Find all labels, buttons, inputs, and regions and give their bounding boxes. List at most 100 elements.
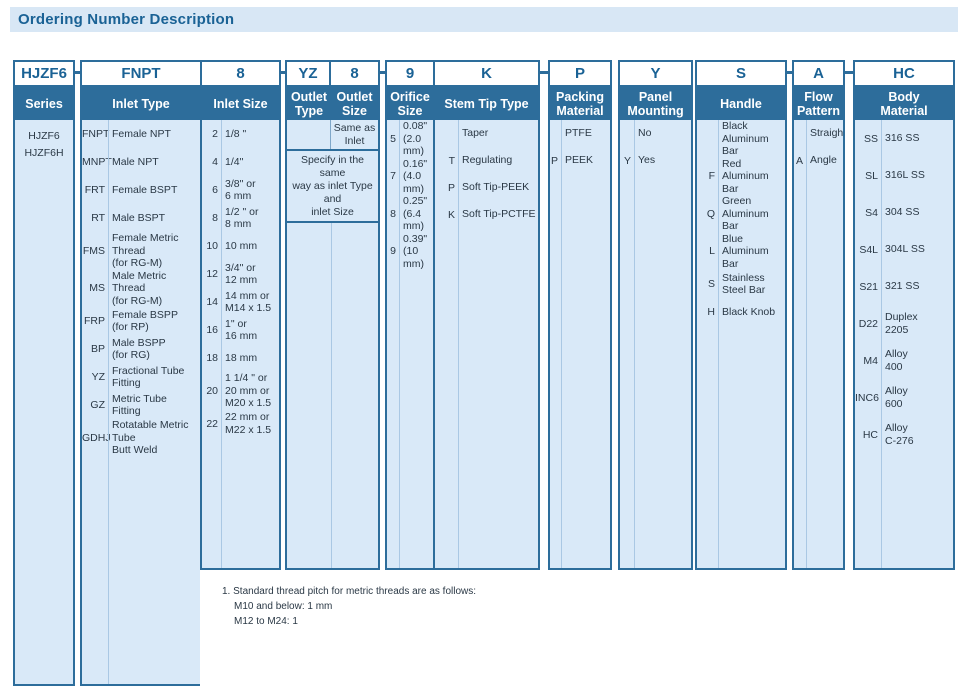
outlet-code-boxes: YZ 8 bbox=[287, 62, 378, 87]
option-code: L bbox=[709, 245, 715, 258]
option-code: MS bbox=[89, 282, 105, 295]
outlet-empty-cell bbox=[287, 120, 331, 149]
option-code: S4L bbox=[859, 243, 878, 256]
option-row: 20 1 1/4 " or 20 mm or M20 x 1.5 bbox=[202, 372, 279, 410]
option-row: INC6 Alloy 600 bbox=[855, 379, 953, 416]
series-header: Series bbox=[15, 87, 73, 120]
option-row: T Regulating bbox=[435, 147, 538, 174]
option-row: GDHJ Rotatable Metric Tube Butt Weld bbox=[82, 419, 200, 457]
option-row: FRP Female BSPP (for RP) bbox=[82, 307, 200, 335]
option-row: 22 22 mm or M22 x 1.5 bbox=[202, 410, 279, 438]
option-label: Alloy 400 bbox=[885, 348, 908, 373]
option-row: 2 1/8 " bbox=[202, 120, 279, 148]
option-label: Female BSPT bbox=[112, 183, 178, 196]
option-code: A bbox=[795, 154, 803, 167]
option-code: 14 bbox=[206, 296, 218, 308]
option-code: 12 bbox=[206, 268, 218, 280]
option-label: Fractional Tube Fitting bbox=[112, 364, 185, 390]
body-material-options: SS 316 SS SL 316L SS S4 304 SS S4L 304L … bbox=[855, 120, 953, 568]
outlet-specify-note: Specify in the same way as inlet Type an… bbox=[287, 151, 378, 223]
footnote-item: M10 and below: 1 mm bbox=[234, 601, 333, 612]
orifice-options: 5 0.08" (2.0 mm) 7 0.16" (4.0 mm) 8 0.25… bbox=[387, 120, 433, 568]
option-label: 304L SS bbox=[885, 243, 925, 256]
option-label: 18 mm bbox=[225, 351, 258, 364]
option-label: Female BSPP (for RP) bbox=[112, 308, 178, 334]
option-row: PTFE bbox=[550, 120, 610, 147]
option-row: 12 3/4" or 12 mm bbox=[202, 260, 279, 288]
option-row: S4 304 SS bbox=[855, 194, 953, 231]
footnote: 1. Standard thread pitch for metric thre… bbox=[222, 584, 476, 629]
option-row: M4 Alloy 400 bbox=[855, 342, 953, 379]
option-code: FNPT bbox=[82, 128, 110, 140]
option-label: 3/4" or 12 mm bbox=[225, 261, 258, 287]
handle-table: S Handle Black Aluminum Bar F Red Alumin… bbox=[695, 60, 787, 570]
option-label: Alloy C-276 bbox=[885, 422, 914, 447]
inlet-type-header: Inlet Type bbox=[82, 87, 200, 120]
option-label: 14 mm or M14 x 1.5 bbox=[225, 289, 272, 315]
option-row: 8 1/2 " or 8 mm bbox=[202, 204, 279, 232]
option-label: 316 SS bbox=[885, 132, 920, 145]
panel-options: No Y Yes bbox=[620, 120, 691, 568]
outlet-size-code-box: 8 bbox=[350, 65, 359, 82]
option-code: 6 bbox=[212, 184, 218, 196]
option-row: MS Male Metric Thread (for RG-M) bbox=[82, 270, 200, 308]
option-code: SL bbox=[865, 169, 878, 182]
series-code-box: HJZF6 bbox=[15, 62, 73, 87]
footnote-heading: 1. Standard thread pitch for metric thre… bbox=[222, 586, 477, 597]
option-row: No bbox=[620, 120, 691, 147]
option-label: Taper bbox=[462, 127, 489, 140]
connector-line bbox=[787, 71, 792, 74]
outlet-size-header: Outlet Size bbox=[336, 89, 373, 118]
option-row: HC Alloy C-276 bbox=[855, 416, 953, 453]
option-label: PTFE bbox=[565, 127, 592, 140]
flow-pattern-table: A Flow Pattern Straight A Angle bbox=[792, 60, 845, 570]
option-row: SL 316L SS bbox=[855, 157, 953, 194]
option-label: 0.16" (4.0 mm) bbox=[403, 157, 428, 195]
option-code: H bbox=[707, 306, 715, 318]
option-label: Male Metric Thread (for RG-M) bbox=[112, 269, 167, 307]
option-row: P PEEK bbox=[550, 147, 610, 174]
inlet-size-header: Inlet Size bbox=[202, 87, 279, 120]
option-label: 1/8 " bbox=[225, 127, 247, 140]
orifice-size-table: 9 Orifice Size 5 0.08" (2.0 mm) 7 0.16" … bbox=[385, 60, 433, 570]
option-row: 4 1/4" bbox=[202, 148, 279, 176]
option-row: 9 0.39" (10 mm) bbox=[387, 233, 433, 271]
option-label: Female NPT bbox=[112, 127, 171, 140]
option-code: FRP bbox=[84, 315, 105, 327]
outlet-body: Same as Inlet Specify in the same way as… bbox=[287, 120, 378, 568]
stem-options: Taper T Regulating P Soft Tip-PEEK K Sof… bbox=[435, 120, 538, 568]
handle-header: Handle bbox=[697, 87, 785, 120]
option-row: GZ Metric Tube Fitting bbox=[82, 391, 200, 419]
option-label: Soft Tip-PEEK bbox=[462, 181, 530, 194]
option-code: RT bbox=[91, 212, 105, 224]
option-row: MNPT Male NPT bbox=[82, 148, 200, 176]
series-options: HJZF6 HJZF6H bbox=[15, 120, 73, 684]
option-code: INC6 bbox=[855, 391, 879, 404]
inlet-type-table: FNPT Inlet Type FNPT Female NPT MNPT Mal… bbox=[80, 60, 200, 686]
option-row: S4L 304L SS bbox=[855, 231, 953, 268]
option-label: 321 SS bbox=[885, 280, 920, 293]
option-code: 10 bbox=[206, 240, 218, 252]
option-label: Angle bbox=[810, 154, 837, 167]
stem-code-box: K bbox=[435, 62, 538, 87]
option-label: 1" or 16 mm bbox=[225, 317, 258, 343]
option-row: Y Yes bbox=[620, 147, 691, 174]
option-label: Female Metric Thread (for RG-M) bbox=[112, 232, 179, 269]
option-label: 22 mm or M22 x 1.5 bbox=[225, 411, 272, 436]
option-code: 7 bbox=[390, 170, 396, 183]
option-code: 4 bbox=[212, 156, 218, 168]
option-label: 304 SS bbox=[885, 206, 920, 219]
option-label: Duplex 2205 bbox=[885, 311, 918, 336]
packing-material-table: P Packing Material PTFE P PEEK bbox=[548, 60, 612, 570]
option-code: 16 bbox=[206, 324, 218, 336]
option-code: SS bbox=[863, 132, 878, 145]
option-row: 7 0.16" (4.0 mm) bbox=[387, 158, 433, 196]
inlet-size-table: 8 Inlet Size 2 1/8 " 4 1/4" 6 3/8" or 6 … bbox=[200, 60, 281, 570]
option-row: BP Male BSPP (for RG) bbox=[82, 335, 200, 363]
outlet-same-as-inlet: Same as Inlet bbox=[333, 122, 376, 147]
option-row: SS 316 SS bbox=[855, 120, 953, 157]
option-label: 0.39" (10 mm) bbox=[403, 232, 428, 270]
outlet-same-as-inlet-row: Same as Inlet bbox=[287, 120, 378, 151]
option-code: K bbox=[447, 208, 455, 221]
